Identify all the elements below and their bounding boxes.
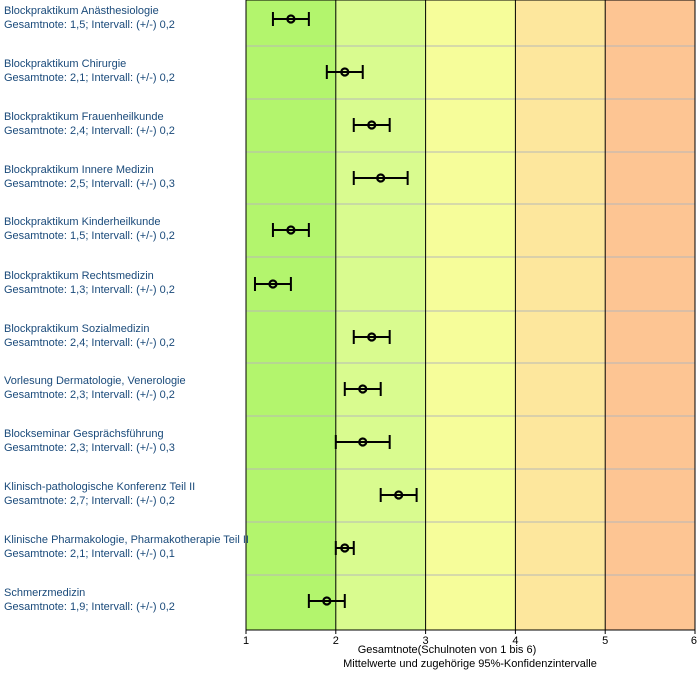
row-label-detail: Gesamtnote: 2,5; Intervall: (+/-) 0,3	[4, 178, 175, 190]
x-axis-ticks: 1 2 3 4 5 6	[243, 630, 697, 647]
mean-point	[322, 596, 332, 606]
ci-mark	[334, 541, 355, 555]
row-label-name: Schmerzmedizin	[4, 587, 85, 599]
ci-mark	[334, 435, 391, 449]
mean-point	[286, 14, 296, 24]
grade-band-1	[246, 0, 336, 630]
ci-mark	[325, 65, 364, 79]
row-label-detail: Gesamtnote: 2,7; Intervall: (+/-) 0,2	[4, 495, 175, 507]
row-label-detail: Gesamtnote: 1,5; Intervall: (+/-) 0,2	[4, 230, 175, 242]
row-label-detail: Gesamtnote: 2,4; Intervall: (+/-) 0,2	[4, 125, 175, 137]
ci-mark	[253, 277, 292, 291]
mean-point	[358, 384, 368, 394]
mean-point	[286, 225, 296, 235]
mean-point	[340, 67, 350, 77]
mean-point	[340, 543, 350, 553]
mean-point	[268, 279, 278, 289]
row-labels: Blockpraktikum Anästhesiologie Gesamtnote…	[4, 5, 249, 613]
grade-band-5	[605, 0, 695, 630]
grade-bands	[246, 0, 695, 630]
row-label-name: Blockpraktikum Frauenheilkunde	[4, 111, 164, 123]
band-dividers	[335, 0, 606, 630]
row-label-name: Blockpraktikum Chirurgie	[4, 58, 126, 70]
ci-mark	[271, 223, 310, 237]
tick-label-4: 4	[512, 635, 518, 647]
row-label-name: Blockpraktikum Anästhesiologie	[4, 5, 159, 17]
grade-band-2	[335, 0, 426, 630]
tick-label-2: 2	[333, 635, 339, 647]
row-label-detail: Gesamtnote: 2,1; Intervall: (+/-) 0,2	[4, 72, 175, 84]
mean-point	[358, 437, 368, 447]
row-label-name: Blockseminar Gesprächsführung	[4, 428, 164, 440]
row-label-name: Klinische Pharmakologie, Pharmakotherapi…	[4, 534, 249, 546]
row-label-name: Blockpraktikum Rechtsmedizin	[4, 270, 154, 282]
mean-point	[394, 490, 404, 500]
mean-point	[367, 332, 377, 342]
grade-band-4	[515, 0, 606, 630]
x-axis-title: Gesamtnote(Schulnoten von 1 bis 6)	[358, 644, 537, 656]
row-label-name: Blockpraktikum Sozialmedizin	[4, 323, 150, 335]
row-label-detail: Gesamtnote: 2,3; Intervall: (+/-) 0,2	[4, 389, 175, 401]
row-label-detail: Gesamtnote: 1,3; Intervall: (+/-) 0,2	[4, 284, 175, 296]
tick-label-3: 3	[423, 635, 429, 647]
row-label-name: Vorlesung Dermatologie, Venerologie	[4, 375, 186, 387]
tick-label-5: 5	[602, 635, 608, 647]
row-label-detail: Gesamtnote: 2,4; Intervall: (+/-) 0,2	[4, 337, 175, 349]
row-label-detail: Gesamtnote: 2,1; Intervall: (+/-) 0,1	[4, 548, 175, 560]
data-marks	[253, 12, 418, 608]
ci-mark	[352, 171, 409, 185]
row-label-name: Klinisch-pathologische Konferenz Teil II	[4, 481, 195, 493]
horizontal-gridlines	[246, 45, 695, 576]
ci-mark	[379, 488, 418, 502]
row-label-detail: Gesamtnote: 1,5; Intervall: (+/-) 0,2	[4, 19, 175, 31]
mean-point	[376, 173, 386, 183]
ci-mark	[271, 12, 310, 26]
chart-subtitle: Mittelwerte und zugehörige 95%-Konfidenz…	[343, 658, 597, 670]
row-label-detail: Gesamtnote: 1,9; Intervall: (+/-) 0,2	[4, 601, 175, 613]
grade-band-3	[425, 0, 516, 630]
ci-mark	[307, 594, 346, 608]
ci-mark	[352, 330, 391, 344]
row-label-name: Blockpraktikum Kinderheilkunde	[4, 216, 161, 228]
ci-mark	[343, 382, 382, 396]
row-label-name: Blockpraktikum Innere Medizin	[4, 164, 154, 176]
ci-mark	[352, 118, 391, 132]
tick-label-6: 6	[691, 635, 697, 647]
mean-point	[367, 120, 377, 130]
plot-frame	[245, 0, 696, 631]
tick-label-1: 1	[243, 635, 249, 647]
row-label-detail: Gesamtnote: 2,3; Intervall: (+/-) 0,3	[4, 442, 175, 454]
